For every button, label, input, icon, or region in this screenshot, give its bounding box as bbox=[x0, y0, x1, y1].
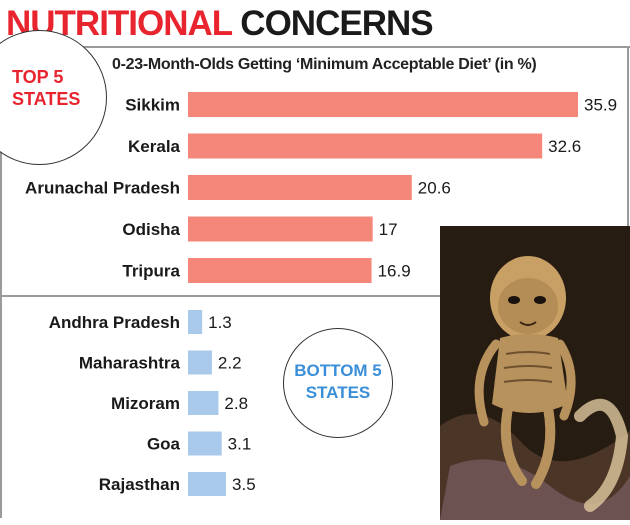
frame-top-rule bbox=[0, 46, 630, 48]
bar-bottom bbox=[188, 350, 212, 375]
bottom-states-badge-label: BOTTOM 5 STATES bbox=[294, 361, 382, 402]
malnourished-child-illustration bbox=[440, 226, 630, 520]
category-label-top: Tripura bbox=[122, 262, 180, 281]
section-divider bbox=[0, 295, 440, 297]
value-label-bottom: 3.1 bbox=[228, 435, 252, 454]
bar-top bbox=[188, 92, 578, 117]
frame-right-rule bbox=[627, 46, 629, 226]
category-label-top: Odisha bbox=[122, 220, 180, 239]
bar-bottom bbox=[188, 431, 222, 456]
bar-top bbox=[188, 175, 412, 200]
category-label-top: Kerala bbox=[128, 137, 181, 156]
title-part-concerns: CONCERNS bbox=[240, 4, 433, 43]
category-label-bottom: Mizoram bbox=[111, 394, 180, 413]
value-label-bottom: 1.3 bbox=[208, 313, 232, 332]
value-label-top: 16.9 bbox=[378, 262, 411, 281]
frame-left-rule bbox=[0, 46, 2, 518]
bar-bottom bbox=[188, 472, 227, 496]
category-label-bottom: Goa bbox=[147, 435, 181, 454]
value-label-top: 20.6 bbox=[418, 179, 451, 198]
category-label-top: Arunachal Pradesh bbox=[25, 179, 180, 198]
bar-bottom bbox=[188, 391, 219, 415]
chart-subtitle: 0-23-Month-Olds Getting ‘Minimum Accepta… bbox=[112, 56, 537, 73]
category-label-bottom: Rajasthan bbox=[99, 475, 180, 494]
category-label-bottom: Maharashtra bbox=[79, 354, 181, 373]
category-label-top: Sikkim bbox=[125, 96, 180, 115]
bar-top bbox=[188, 216, 373, 242]
bar-top bbox=[188, 133, 543, 159]
value-label-top: 17 bbox=[379, 220, 398, 239]
value-label-top: 35.9 bbox=[584, 96, 617, 115]
value-label-bottom: 3.5 bbox=[232, 475, 256, 494]
category-label-bottom: Andhra Pradesh bbox=[49, 313, 180, 332]
top-states-badge-label: TOP 5 STATES bbox=[12, 67, 81, 109]
value-label-bottom: 2.2 bbox=[218, 354, 242, 373]
bar-top bbox=[188, 258, 372, 283]
bottom-states-badge bbox=[283, 328, 393, 438]
value-label-top: 32.6 bbox=[548, 137, 581, 156]
bar-bottom bbox=[188, 310, 203, 334]
value-label-bottom: 2.8 bbox=[224, 394, 248, 413]
